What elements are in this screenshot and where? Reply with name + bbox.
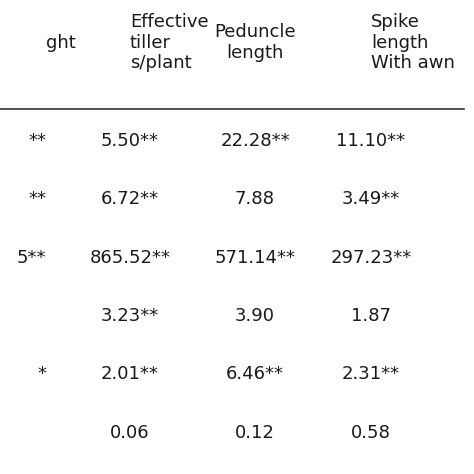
- Text: 0.06: 0.06: [110, 424, 150, 442]
- Text: 865.52**: 865.52**: [89, 248, 170, 266]
- Text: Effective
tiller
s/plant: Effective tiller s/plant: [130, 13, 209, 73]
- Text: 3.90: 3.90: [235, 307, 275, 325]
- Text: 3.23**: 3.23**: [100, 307, 159, 325]
- Text: 5**: 5**: [17, 248, 46, 266]
- Text: 297.23**: 297.23**: [330, 248, 411, 266]
- Text: **: **: [28, 190, 46, 208]
- Text: 5.50**: 5.50**: [101, 132, 159, 150]
- Text: 6.46**: 6.46**: [226, 365, 284, 383]
- Text: *: *: [37, 365, 46, 383]
- Text: 22.28**: 22.28**: [220, 132, 290, 150]
- Text: Spike
length
With awn: Spike length With awn: [371, 13, 455, 73]
- Text: 0.58: 0.58: [351, 424, 391, 442]
- Text: Peduncle
length: Peduncle length: [214, 23, 296, 62]
- Text: 2.01**: 2.01**: [101, 365, 159, 383]
- Text: 7.88: 7.88: [235, 190, 275, 208]
- Text: **: **: [28, 132, 46, 150]
- Text: 3.49**: 3.49**: [342, 190, 400, 208]
- Text: 0.12: 0.12: [235, 424, 275, 442]
- Text: 2.31**: 2.31**: [342, 365, 400, 383]
- Text: 571.14**: 571.14**: [214, 248, 295, 266]
- Text: 1.87: 1.87: [351, 307, 391, 325]
- Text: 6.72**: 6.72**: [101, 190, 159, 208]
- Text: ght: ght: [46, 34, 76, 52]
- Text: 11.10**: 11.10**: [337, 132, 405, 150]
